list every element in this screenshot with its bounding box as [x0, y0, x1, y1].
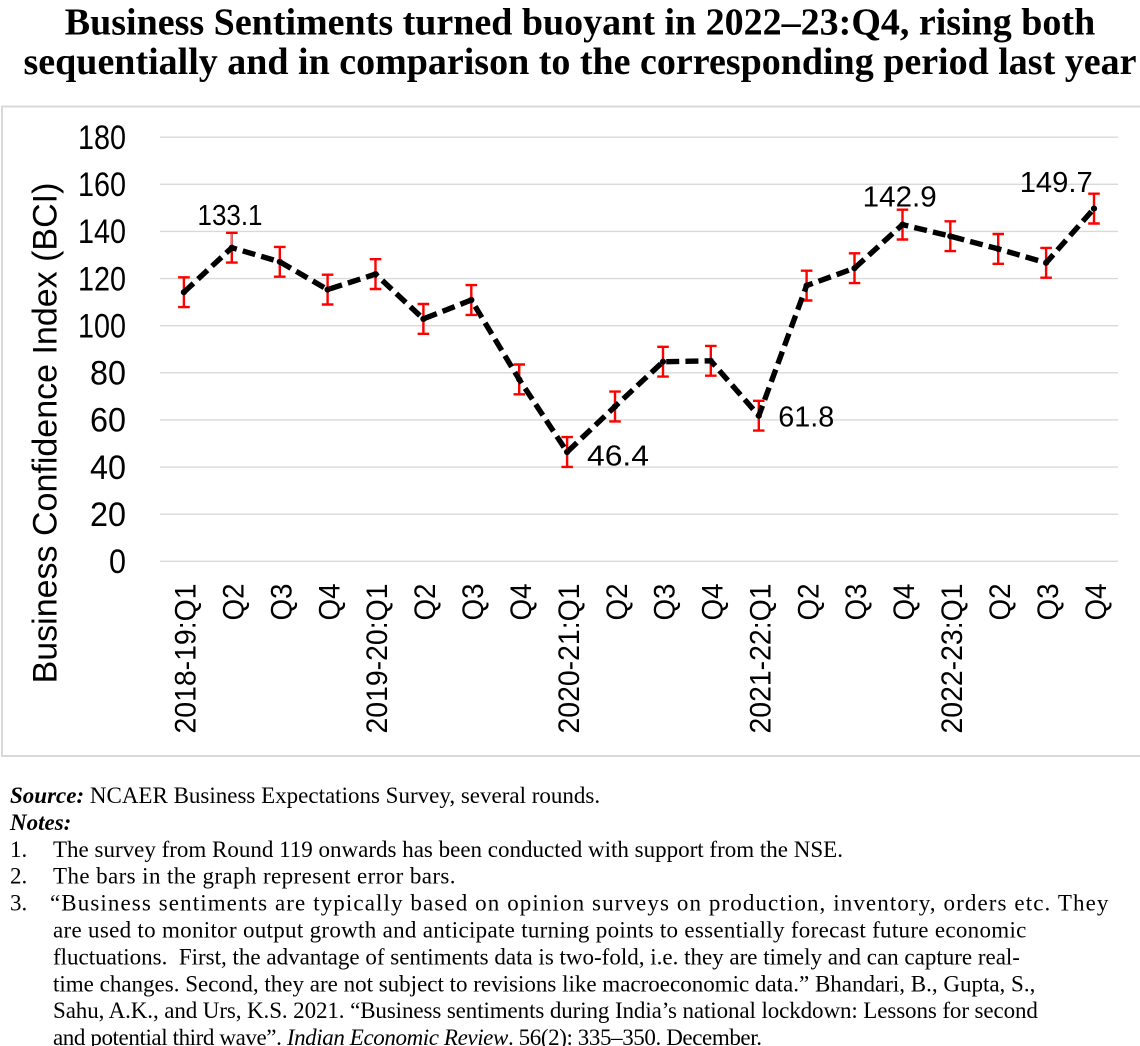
svg-text:Q4: Q4	[313, 584, 346, 621]
svg-text:2021-22:Q1: 2021-22:Q1	[745, 584, 778, 734]
svg-text:20: 20	[90, 496, 126, 534]
svg-text:Q3: Q3	[840, 584, 873, 621]
svg-text:0: 0	[109, 543, 126, 581]
svg-text:sequentially and in comparison: sequentially and in comparison to the co…	[24, 41, 1137, 83]
svg-text:2019-20:Q1: 2019-20:Q1	[361, 584, 394, 734]
svg-text:3.“Business sentiments are typ: 3. “Business sentiments are typically bas…	[10, 891, 1109, 916]
svg-text:120: 120	[78, 260, 126, 298]
svg-text:Q4: Q4	[505, 584, 538, 621]
svg-text:Q4: Q4	[888, 584, 921, 621]
svg-text:1.The survey from Round 119 on: 1. The survey from Round 119 onwards has …	[10, 837, 843, 862]
svg-text:Q3: Q3	[265, 584, 298, 621]
svg-text:80: 80	[90, 355, 126, 393]
svg-text:60: 60	[90, 402, 126, 440]
svg-text:2022-23:Q1: 2022-23:Q1	[936, 584, 969, 734]
svg-text:Source: NCAER Business Expecta: Source: NCAER Business Expectations Surv…	[10, 783, 600, 808]
svg-text:Q2: Q2	[601, 584, 634, 621]
svg-text:Q2: Q2	[218, 584, 251, 621]
svg-text:61.8: 61.8	[778, 402, 834, 434]
svg-text:Notes:: Notes:	[9, 810, 71, 835]
svg-text:100: 100	[78, 307, 126, 345]
svg-text:142.9: 142.9	[863, 182, 937, 214]
svg-text:fluctuations. First, the adva: fluctuations. First, the advantage of se…	[53, 944, 1020, 969]
svg-text:Q2: Q2	[792, 584, 825, 621]
svg-text:149.7: 149.7	[1020, 167, 1093, 199]
svg-text:Business Confidence Index (BCI: Business Confidence Index (BCI)	[26, 183, 64, 684]
svg-text:Business Sentiments turned buo: Business Sentiments turned buoyant in 20…	[65, 2, 1095, 44]
svg-text:Q2: Q2	[984, 584, 1017, 621]
svg-text:Q4: Q4	[1080, 584, 1113, 621]
svg-text:2.The bars in the graph repres: 2. The bars in the graph represent error …	[10, 864, 456, 889]
svg-text:140: 140	[78, 213, 126, 251]
svg-text:Q2: Q2	[409, 584, 442, 621]
svg-text:Q3: Q3	[649, 584, 682, 621]
svg-text:Q4: Q4	[697, 584, 730, 621]
svg-text:133.1: 133.1	[198, 200, 263, 232]
svg-text:180: 180	[78, 119, 126, 157]
svg-text:are used to monitor output gro: are used to monitor output growth and an…	[53, 918, 1027, 943]
svg-text:Q3: Q3	[1032, 584, 1065, 621]
svg-text:Sahu, A.K., and Urs, K.S. 2021: Sahu, A.K., and Urs, K.S. 2021. “Busines…	[53, 998, 1038, 1023]
svg-text:and potential third wave”. Ind: and potential third wave”. Indian Econom…	[53, 1025, 762, 1046]
svg-text:2018-19:Q1: 2018-19:Q1	[170, 584, 203, 734]
svg-text:Q3: Q3	[457, 584, 490, 621]
svg-text:160: 160	[78, 166, 126, 204]
svg-text:2020-21:Q1: 2020-21:Q1	[553, 584, 586, 734]
svg-text:46.4: 46.4	[587, 441, 649, 473]
svg-text:time changes. Second, they are: time changes. Second, they are not subje…	[53, 971, 1035, 996]
svg-text:40: 40	[90, 449, 126, 487]
